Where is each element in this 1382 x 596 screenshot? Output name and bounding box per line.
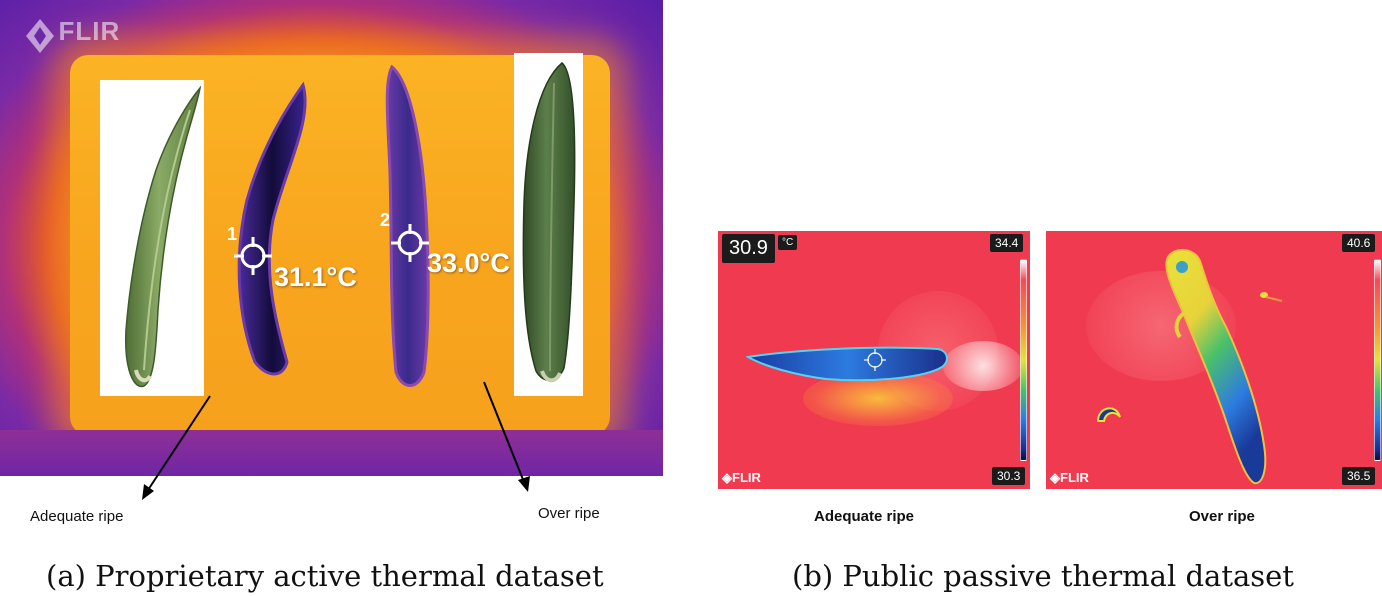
crosshair-icon xyxy=(391,224,429,262)
crosshair-icon xyxy=(234,237,272,275)
flir-logo: ◈FLIR xyxy=(722,470,761,486)
flir-logo-text: FLIR xyxy=(58,16,121,46)
okra-thermal-over xyxy=(385,64,430,387)
flir-logo-text: FLIR xyxy=(1060,470,1089,485)
flir-logo: FLIR xyxy=(26,16,120,53)
passive-thermal-over: 40.6 36.5 ◈FLIR xyxy=(1046,231,1382,489)
label-over-ripe-b: Over ripe xyxy=(1189,508,1255,525)
flir-logo-text: FLIR xyxy=(732,470,761,485)
warm-spot xyxy=(1096,407,1121,422)
scale-max: 40.6 xyxy=(1342,234,1376,252)
warm-spot xyxy=(1260,292,1283,302)
spot-2-number: 2 xyxy=(380,210,391,230)
scale-min: 30.3 xyxy=(992,467,1026,485)
spot-1-number: 1 xyxy=(227,224,238,244)
okra-photo-over xyxy=(514,53,583,396)
arrow-icon xyxy=(483,381,530,492)
heat-haze xyxy=(943,341,1023,391)
flir-logo-icon: ◈ xyxy=(1050,470,1060,485)
background-band xyxy=(0,430,663,476)
flir-logo-icon: ◈ xyxy=(722,470,732,485)
color-scale-icon xyxy=(1020,259,1027,461)
flir-logo-icon xyxy=(26,18,54,53)
okra-thermal-passive-over xyxy=(1165,249,1267,485)
scale-min: 36.5 xyxy=(1342,467,1376,485)
flir-logo: ◈FLIR xyxy=(1050,470,1089,486)
spot-2-temperature: 33.0°C xyxy=(427,248,510,278)
crosshair-icon xyxy=(864,349,886,371)
color-scale-icon xyxy=(1374,259,1381,461)
label-over-ripe-a: Over ripe xyxy=(538,505,600,522)
okra-thermal-passive-adequate xyxy=(746,346,948,382)
caption-b: (b) Public passive thermal dataset xyxy=(792,559,1294,593)
arrow-icon xyxy=(142,395,211,500)
caption-a: (a) Proprietary active thermal dataset xyxy=(46,559,604,593)
passive-thermal-adequate: 30.9 °C 34.4 30.3 ◈FLIR xyxy=(718,231,1030,489)
label-adequate-ripe-b: Adequate ripe xyxy=(814,508,915,525)
temperature-unit: °C xyxy=(778,235,798,250)
label-adequate-ripe-a: Adequate ripe xyxy=(30,508,124,525)
spot-1-temperature: 31.1°C xyxy=(274,262,357,292)
okra-thermal-adequate xyxy=(237,81,307,376)
scale-max: 34.4 xyxy=(990,234,1024,252)
okra-photo-adequate xyxy=(100,80,204,396)
current-reading: 30.9 xyxy=(722,234,775,263)
